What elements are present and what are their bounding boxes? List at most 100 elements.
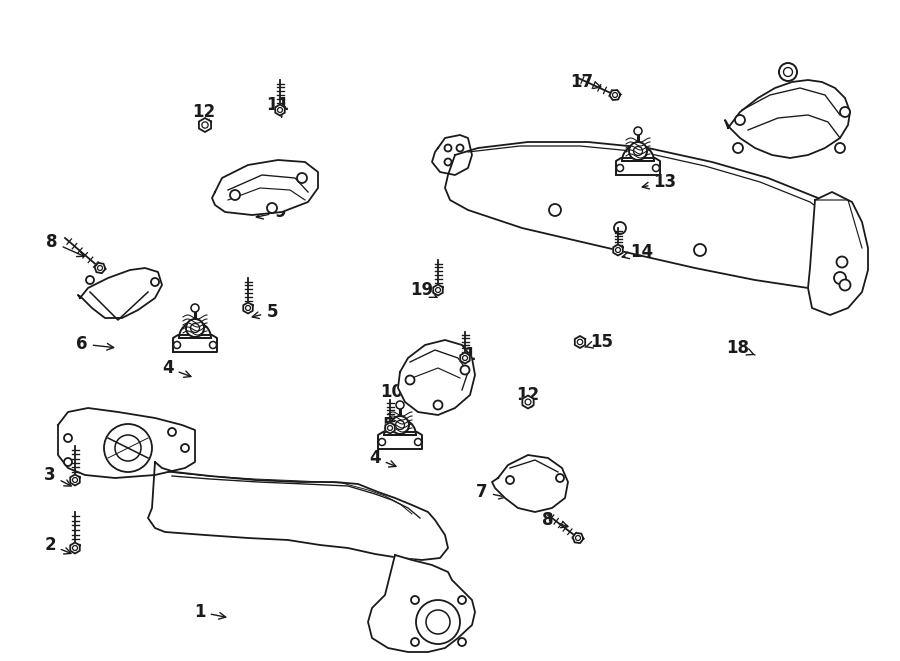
Circle shape — [694, 244, 706, 256]
Polygon shape — [575, 336, 585, 348]
Polygon shape — [78, 268, 162, 318]
Circle shape — [86, 276, 94, 284]
Text: 8: 8 — [46, 233, 84, 256]
Circle shape — [297, 173, 307, 183]
Circle shape — [64, 458, 72, 466]
Polygon shape — [368, 555, 475, 652]
Text: 1: 1 — [194, 603, 226, 621]
Circle shape — [614, 222, 626, 234]
Circle shape — [840, 280, 850, 290]
Text: 13: 13 — [643, 173, 677, 191]
Circle shape — [735, 115, 745, 125]
Polygon shape — [572, 533, 583, 543]
Polygon shape — [492, 455, 568, 512]
Text: 15: 15 — [585, 333, 614, 351]
Circle shape — [379, 438, 385, 446]
Polygon shape — [432, 135, 472, 175]
Circle shape — [652, 165, 660, 171]
Text: 3: 3 — [44, 466, 71, 486]
Circle shape — [104, 424, 152, 472]
Circle shape — [168, 428, 176, 436]
Circle shape — [629, 142, 647, 160]
Circle shape — [434, 401, 443, 410]
Polygon shape — [94, 263, 105, 273]
Circle shape — [445, 159, 452, 165]
Polygon shape — [522, 395, 534, 408]
Circle shape — [210, 342, 217, 348]
Circle shape — [458, 638, 466, 646]
Polygon shape — [173, 335, 217, 352]
Circle shape — [230, 190, 240, 200]
Circle shape — [191, 304, 199, 312]
Circle shape — [391, 416, 409, 434]
Text: 10: 10 — [381, 383, 414, 401]
Polygon shape — [70, 475, 80, 485]
Polygon shape — [275, 104, 284, 116]
Text: 4: 4 — [369, 449, 396, 467]
Polygon shape — [460, 352, 470, 364]
Circle shape — [151, 278, 159, 286]
Circle shape — [733, 143, 743, 153]
Polygon shape — [609, 90, 620, 100]
Polygon shape — [445, 142, 862, 288]
Circle shape — [556, 474, 564, 482]
Circle shape — [415, 438, 421, 446]
Circle shape — [64, 434, 72, 442]
Polygon shape — [385, 422, 395, 434]
Text: 7: 7 — [476, 483, 506, 501]
Polygon shape — [212, 160, 318, 215]
Polygon shape — [398, 340, 475, 415]
Circle shape — [411, 596, 419, 604]
Circle shape — [779, 63, 797, 81]
Polygon shape — [179, 322, 211, 338]
Text: 14: 14 — [622, 243, 653, 261]
Polygon shape — [616, 158, 660, 175]
Circle shape — [456, 145, 464, 151]
Polygon shape — [725, 80, 850, 158]
Circle shape — [549, 204, 561, 216]
Text: 9: 9 — [256, 203, 286, 221]
Circle shape — [445, 145, 452, 151]
Text: 11: 11 — [454, 346, 476, 367]
Circle shape — [461, 366, 470, 375]
Polygon shape — [613, 245, 623, 256]
Circle shape — [186, 319, 204, 337]
Text: 5: 5 — [382, 416, 394, 437]
Circle shape — [416, 600, 460, 644]
Circle shape — [634, 127, 642, 135]
Polygon shape — [384, 419, 416, 435]
Polygon shape — [70, 543, 80, 553]
Text: 17: 17 — [571, 73, 601, 91]
Circle shape — [181, 444, 189, 452]
Polygon shape — [808, 192, 868, 315]
Circle shape — [411, 638, 419, 646]
Text: 11: 11 — [266, 96, 290, 117]
Text: 2: 2 — [44, 536, 71, 554]
Text: 12: 12 — [517, 386, 540, 407]
Text: 12: 12 — [193, 103, 216, 127]
Text: 4: 4 — [162, 359, 191, 377]
Circle shape — [616, 165, 624, 171]
Circle shape — [396, 401, 404, 409]
Polygon shape — [148, 462, 448, 560]
Polygon shape — [378, 432, 422, 449]
Text: 8: 8 — [542, 511, 568, 529]
Circle shape — [840, 107, 850, 117]
Circle shape — [506, 476, 514, 484]
Circle shape — [406, 375, 415, 385]
Circle shape — [458, 596, 466, 604]
Circle shape — [834, 272, 846, 284]
Text: 6: 6 — [76, 335, 113, 353]
Polygon shape — [433, 284, 443, 295]
Polygon shape — [243, 303, 253, 313]
Text: 5: 5 — [252, 303, 278, 321]
Polygon shape — [58, 408, 195, 478]
Text: 19: 19 — [410, 281, 436, 299]
Circle shape — [835, 143, 845, 153]
Circle shape — [836, 256, 848, 268]
Circle shape — [174, 342, 181, 348]
Text: 16: 16 — [783, 89, 812, 107]
Text: 18: 18 — [726, 339, 755, 357]
Polygon shape — [199, 118, 212, 132]
Circle shape — [267, 203, 277, 213]
